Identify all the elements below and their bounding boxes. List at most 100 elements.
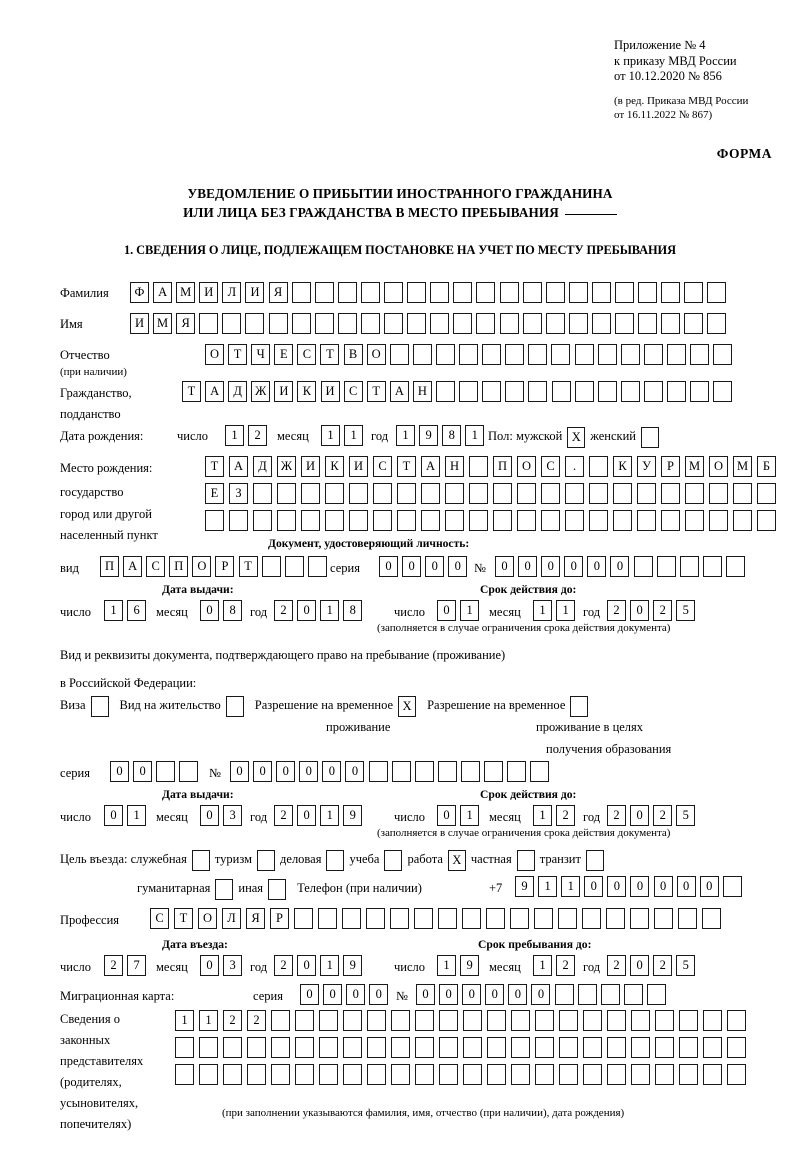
birthplace-row3-boxes-cell[interactable] (421, 510, 440, 531)
firstname-boxes-cell[interactable] (614, 313, 634, 334)
patronymic-boxes-cell[interactable]: С (297, 344, 317, 365)
phone-boxes-cell[interactable]: 0 (630, 876, 650, 897)
citizenship-boxes-cell[interactable]: Ж (251, 381, 271, 402)
citizenship-boxes-cell[interactable] (482, 381, 502, 402)
legal-rep-row3-boxes[interactable] (175, 1064, 751, 1085)
patronymic-boxes-cell[interactable] (620, 344, 640, 365)
birthplace-row2-boxes-cell[interactable] (661, 483, 680, 504)
surname-boxes-cell[interactable] (545, 282, 565, 303)
phone-boxes-cell[interactable]: 9 (515, 876, 534, 897)
birth-day-boxes-cell[interactable]: 1 (225, 425, 244, 446)
legal-rep-row3-boxes-cell[interactable] (223, 1064, 242, 1085)
permit-issue-day-boxes-cell[interactable]: 1 (127, 805, 147, 826)
legal-rep-row2-boxes-cell[interactable] (439, 1037, 458, 1058)
birthplace-row3-boxes-cell[interactable] (733, 510, 752, 531)
legal-rep-row1-boxes-cell[interactable] (607, 1010, 626, 1031)
permit-number-boxes-cell[interactable] (484, 761, 504, 782)
purpose-study-checkbox[interactable] (384, 849, 403, 871)
permit-issue-day-boxes-cell[interactable]: 0 (104, 805, 123, 826)
permit-number-boxes-cell[interactable] (437, 761, 457, 782)
legal-rep-row2-boxes-cell[interactable] (511, 1037, 530, 1058)
doc-kind-boxes-cell[interactable]: С (146, 556, 166, 577)
doc-issue-day-boxes-cell[interactable]: 6 (127, 600, 147, 621)
permit-number-boxes-cell[interactable] (368, 761, 388, 782)
profession-boxes-cell[interactable] (318, 908, 337, 929)
surname-boxes-cell[interactable] (614, 282, 634, 303)
legal-rep-row3-boxes-cell[interactable] (247, 1064, 266, 1085)
legal-rep-row3-boxes-cell[interactable] (343, 1064, 362, 1085)
doc-valid-year-boxes-cell[interactable]: 5 (676, 600, 696, 621)
doc-issue-year-boxes-cell[interactable]: 1 (320, 600, 340, 621)
phone-boxes-cell[interactable]: 0 (676, 876, 696, 897)
birthplace-row1-boxes-cell[interactable]: У (637, 456, 656, 477)
legal-rep-row3-boxes-cell[interactable] (679, 1064, 698, 1085)
citizenship-boxes-cell[interactable]: С (343, 381, 363, 402)
sex-female-checkbox[interactable] (641, 426, 659, 448)
profession-boxes-cell[interactable] (606, 908, 625, 929)
citizenship-boxes-cell[interactable] (690, 381, 710, 402)
profession-boxes-cell[interactable] (630, 908, 649, 929)
birthplace-row3-boxes-cell[interactable] (685, 510, 704, 531)
birthplace-row2-boxes-cell[interactable] (589, 483, 608, 504)
birthplace-row2-boxes-cell[interactable] (541, 483, 560, 504)
permit-number-boxes-cell[interactable]: 0 (345, 761, 365, 782)
birthplace-row2-boxes-cell[interactable] (421, 483, 440, 504)
firstname-boxes-cell[interactable] (222, 313, 242, 334)
legal-rep-row1-boxes-cell[interactable] (367, 1010, 386, 1031)
legal-rep-row1-boxes-cell[interactable] (511, 1010, 530, 1031)
legal-rep-row1-boxes-cell[interactable] (631, 1010, 650, 1031)
birth-year-boxes-cell[interactable]: 1 (396, 425, 415, 446)
firstname-boxes-cell[interactable] (499, 313, 519, 334)
legal-rep-row2-boxes-cell[interactable] (727, 1037, 746, 1058)
doc-issue-month-boxes-cell[interactable]: 0 (200, 600, 219, 621)
surname-boxes-cell[interactable]: Ф (130, 282, 149, 303)
patronymic-boxes-cell[interactable] (574, 344, 594, 365)
legal-rep-row3-boxes-cell[interactable] (535, 1064, 554, 1085)
doc-issue-year-boxes-cell[interactable]: 8 (343, 600, 363, 621)
birth-day-boxes-cell[interactable]: 2 (248, 425, 268, 446)
patronymic-boxes-cell[interactable] (666, 344, 686, 365)
card-number-boxes-cell[interactable]: 0 (485, 984, 505, 1005)
entry-day-boxes-cell[interactable]: 7 (127, 955, 147, 976)
legal-rep-row1-boxes-cell[interactable] (655, 1010, 674, 1031)
legal-rep-row3-boxes-cell[interactable] (487, 1064, 506, 1085)
profession-boxes-cell[interactable] (702, 908, 721, 929)
legal-rep-row1-boxes-cell[interactable]: 2 (223, 1010, 242, 1031)
profession-boxes-cell[interactable]: Л (222, 908, 241, 929)
legal-rep-row1-boxes-cell[interactable] (679, 1010, 698, 1031)
surname-boxes-cell[interactable] (407, 282, 427, 303)
legal-rep-row1-boxes-cell[interactable] (415, 1010, 434, 1031)
birthplace-row1-boxes-cell[interactable]: И (301, 456, 320, 477)
doc-issue-year-boxes-cell[interactable]: 0 (297, 600, 317, 621)
legal-rep-row2-boxes-cell[interactable] (319, 1037, 338, 1058)
profession-boxes-cell[interactable] (438, 908, 457, 929)
birthplace-row2-boxes-cell[interactable] (565, 483, 584, 504)
citizenship-boxes-cell[interactable]: Т (182, 381, 201, 402)
stay-month-boxes-cell[interactable]: 2 (556, 955, 576, 976)
legal-rep-row2-boxes-cell[interactable] (247, 1037, 266, 1058)
legal-rep-row2-boxes-cell[interactable] (583, 1037, 602, 1058)
profession-boxes-cell[interactable] (678, 908, 697, 929)
surname-boxes-cell[interactable] (522, 282, 542, 303)
legal-rep-row2-boxes-cell[interactable] (391, 1037, 410, 1058)
profession-boxes-cell[interactable] (294, 908, 313, 929)
citizenship-boxes-cell[interactable] (574, 381, 594, 402)
surname-boxes-cell[interactable] (360, 282, 380, 303)
legal-rep-row1-boxes-cell[interactable] (487, 1010, 506, 1031)
firstname-boxes-cell[interactable] (407, 313, 427, 334)
legal-rep-row3-boxes-cell[interactable] (727, 1064, 746, 1085)
patronymic-boxes-cell[interactable] (505, 344, 525, 365)
birthplace-row3-boxes-cell[interactable] (613, 510, 632, 531)
entry-year-boxes-cell[interactable]: 0 (297, 955, 317, 976)
birthplace-row1-boxes-cell[interactable]: Ж (277, 456, 296, 477)
